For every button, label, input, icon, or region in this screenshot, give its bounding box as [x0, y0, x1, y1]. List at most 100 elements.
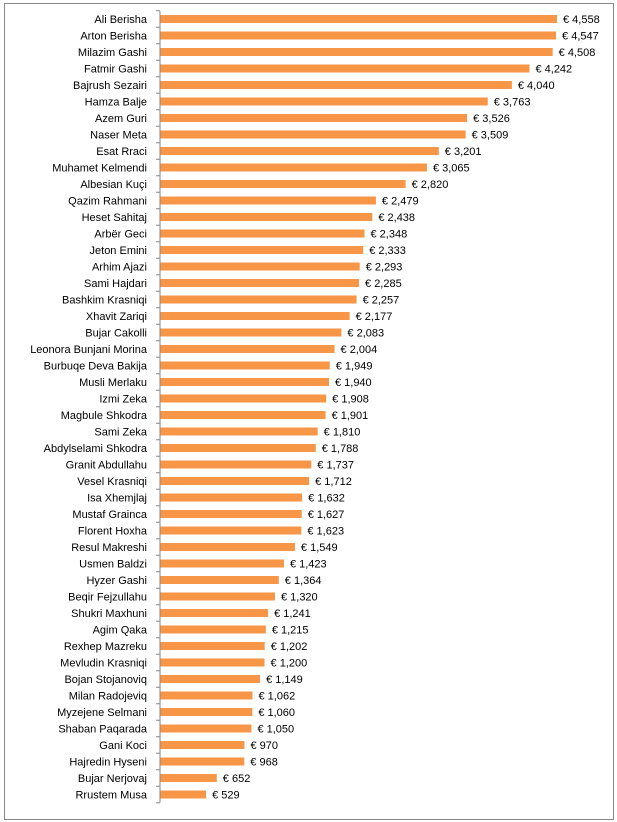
category-label: Usmen Baldzi	[79, 559, 147, 571]
category-label: Beqir Fejzullahu	[68, 592, 147, 604]
category-label: Milan Radojeviq	[69, 691, 147, 703]
category-label: Arton Berisha	[80, 31, 148, 43]
bar	[160, 15, 557, 23]
category-label: Florent Hoxha	[78, 526, 148, 538]
category-label: Ali Berisha	[94, 14, 147, 26]
category-label: Muhamet Kelmendi	[52, 163, 147, 175]
category-label: Granit Abdullahu	[66, 460, 147, 472]
bar	[160, 427, 318, 436]
value-label: € 1,788	[322, 443, 359, 455]
bar	[160, 642, 265, 650]
value-label: € 1,632	[308, 493, 345, 505]
value-label: € 1,940	[335, 377, 372, 389]
value-label: € 2,333	[369, 245, 406, 257]
value-label: € 1,627	[308, 509, 345, 521]
category-label: Albesian Kuçi	[80, 179, 147, 191]
value-label: € 970	[250, 740, 278, 752]
bar	[160, 180, 406, 188]
value-label: € 2,004	[341, 344, 378, 356]
bar	[160, 774, 217, 782]
bar	[160, 378, 329, 386]
bar	[160, 790, 207, 799]
bar	[160, 163, 427, 172]
category-label: Agim Qaka	[93, 625, 148, 637]
category-label: Burbuqe Deva Bakija	[44, 361, 148, 373]
value-label: € 968	[250, 757, 278, 769]
bar	[160, 708, 253, 716]
category-label: Bojan Stojanoviq	[64, 674, 147, 686]
category-label: Leonora Bunjani Morina	[30, 344, 148, 356]
bar	[160, 262, 360, 271]
bar	[160, 295, 357, 304]
category-label: Resul Makreshi	[71, 542, 147, 554]
value-label: € 2,257	[363, 295, 400, 307]
category-label: Musli Merlaku	[79, 377, 147, 389]
category-label: Bashkim Krasniqi	[62, 295, 147, 307]
bar	[160, 147, 439, 155]
value-label: € 4,040	[518, 80, 555, 92]
category-label: Abdylselami Shkodra	[44, 443, 148, 455]
value-label: € 1,549	[301, 542, 338, 554]
bar	[160, 592, 275, 601]
bar	[160, 345, 335, 353]
category-label: Bujar Nerjovaj	[78, 773, 147, 785]
value-label: € 1,200	[271, 658, 308, 670]
category-label: Izmi Zeka	[99, 394, 148, 406]
value-label: € 3,509	[472, 130, 509, 142]
category-label: Shukri Maxhuni	[71, 608, 147, 620]
category-label: Hyzer Gashi	[86, 575, 147, 587]
bar	[160, 510, 302, 518]
value-label: € 1,423	[290, 559, 327, 571]
category-label: Myzejene Selmani	[57, 707, 147, 719]
bar	[160, 543, 295, 551]
category-label: Vesel Krasniqi	[77, 476, 147, 488]
category-label: Magbule Shkodra	[61, 410, 148, 422]
value-label: € 1,215	[272, 625, 309, 637]
value-label: € 2,479	[382, 196, 419, 208]
value-label: € 3,201	[445, 146, 482, 158]
value-label: € 1,202	[271, 641, 308, 653]
value-label: € 529	[212, 790, 240, 802]
bar	[160, 477, 310, 485]
value-label: € 3,065	[433, 163, 470, 175]
value-labels-group: € 4,558 € 4,547 € 4,508 € 4,242 € 4,040 € 3,7…	[212, 14, 600, 802]
bar	[160, 279, 360, 287]
bar	[160, 460, 312, 469]
category-label: Shaban Paqarada	[58, 724, 148, 736]
category-label: Rexhep Mazreku	[64, 641, 147, 653]
value-label: € 4,242	[535, 64, 572, 76]
category-label: Fatmir Gashi	[84, 64, 147, 76]
value-label: € 1,810	[324, 427, 361, 439]
value-label: € 3,763	[494, 97, 531, 109]
value-label: € 4,508	[559, 47, 596, 59]
bar	[160, 625, 266, 634]
category-label: Gani Koci	[99, 740, 147, 752]
value-label: € 1,050	[257, 724, 294, 736]
bar	[160, 658, 265, 667]
bar	[160, 229, 365, 238]
value-label: € 1,623	[307, 526, 344, 538]
bar	[160, 493, 303, 502]
bar	[160, 691, 253, 700]
value-label: € 1,060	[258, 707, 295, 719]
category-label: Naser Meta	[90, 130, 148, 142]
bar	[160, 741, 245, 749]
category-label: Jeton Emini	[90, 245, 147, 257]
value-label: € 2,285	[365, 278, 402, 290]
bar	[160, 526, 302, 535]
value-label: € 652	[223, 773, 251, 785]
bar	[160, 576, 279, 584]
bar	[160, 196, 376, 205]
value-label: € 2,293	[366, 262, 403, 274]
bar	[160, 213, 373, 221]
category-label: Bujar Cakolli	[85, 328, 147, 340]
bar	[160, 246, 364, 254]
bar	[160, 724, 252, 733]
bar	[160, 757, 245, 766]
bar	[160, 361, 330, 370]
category-label: Mevludin Krasniqi	[60, 658, 147, 670]
value-label: € 1,364	[285, 575, 322, 587]
bar	[160, 130, 466, 139]
value-label: € 1,712	[315, 476, 352, 488]
